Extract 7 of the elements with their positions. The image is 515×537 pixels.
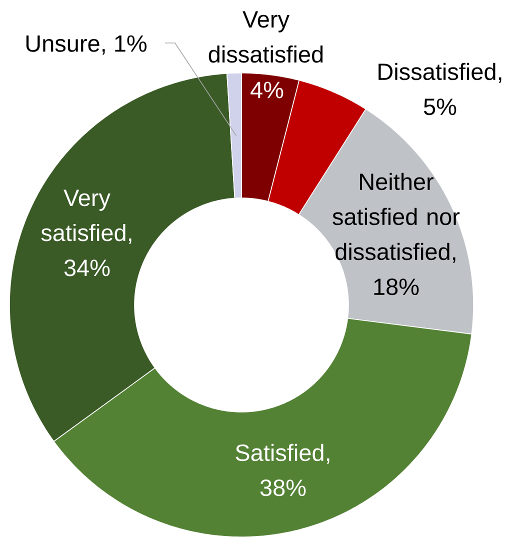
slice-label: Dissatisfied, 5% bbox=[378, 62, 502, 116]
slice-label: Very dissatisfied bbox=[208, 11, 323, 63]
data-label: 4% bbox=[250, 82, 284, 98]
slice-label: Unsure, 1% bbox=[26, 35, 147, 55]
slice-label: Satisfied, 38% bbox=[236, 444, 330, 496]
slice-label: Very satisfied, 34% bbox=[41, 190, 132, 276]
slice-label: Neither satisfied nor dissatisfied, 18% bbox=[332, 172, 460, 296]
